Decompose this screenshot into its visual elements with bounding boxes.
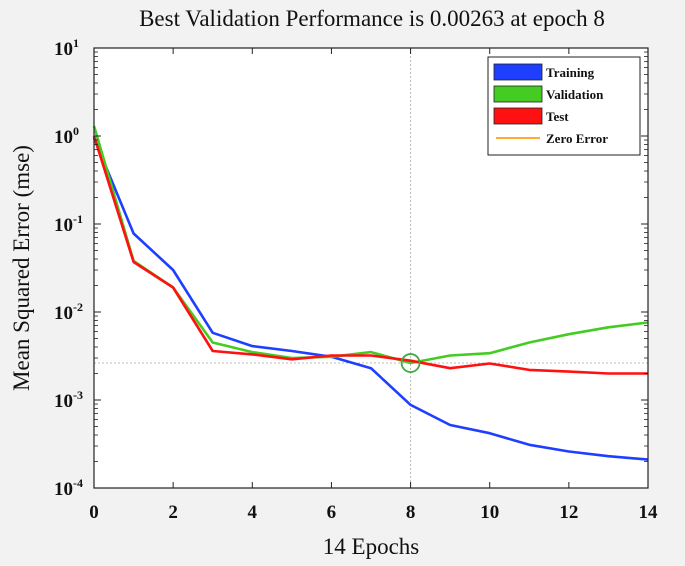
x-tick-label: 2 xyxy=(168,502,178,523)
axes xyxy=(93,47,649,489)
x-tick-label: 0 xyxy=(89,502,99,523)
series-line-validation xyxy=(92,125,649,365)
y-tick-label: 10-1 xyxy=(54,212,83,236)
y-tick-label: 100 xyxy=(54,124,79,148)
legend-swatch-test xyxy=(493,107,543,125)
x-tick-label: 4 xyxy=(248,502,258,523)
x-tick-label: 6 xyxy=(327,502,337,523)
x-tick-label: 8 xyxy=(406,502,416,523)
best-guidelines xyxy=(94,48,648,488)
legend-label-training: Training xyxy=(546,65,595,80)
series-layer xyxy=(92,125,649,461)
y-tick-label: 10-2 xyxy=(54,300,83,324)
series-line-test xyxy=(92,135,648,375)
x-axis-label: 14 Epochs xyxy=(323,534,420,559)
y-tick-label: 10-4 xyxy=(54,476,83,500)
axes-box xyxy=(93,47,649,489)
y-tick-label: 10-3 xyxy=(54,388,83,412)
best-validation-marker xyxy=(400,353,421,373)
x-tick-label: 12 xyxy=(559,502,578,523)
legend-swatch-validation xyxy=(493,85,543,103)
legend-swatch-training xyxy=(493,63,543,81)
legend: Training Validation Test Zero Error xyxy=(487,56,641,156)
y-axis-ticks: 101 100 10-1 10-2 10-3 10-4 xyxy=(54,36,648,500)
y-axis-label: Mean Squared Error (mse) xyxy=(9,145,34,391)
x-axis-ticks: 0 2 4 6 8 10 12 14 xyxy=(89,48,658,523)
legend-label-validation: Validation xyxy=(546,87,604,102)
legend-label-zero-error: Zero Error xyxy=(546,131,608,146)
y-tick-label: 101 xyxy=(54,36,79,60)
x-tick-label: 10 xyxy=(480,502,499,523)
chart-title: Best Validation Performance is 0.00263 a… xyxy=(139,6,605,31)
series-line-training xyxy=(92,137,649,461)
legend-label-test: Test xyxy=(546,109,569,124)
x-tick-label: 14 xyxy=(639,502,659,523)
